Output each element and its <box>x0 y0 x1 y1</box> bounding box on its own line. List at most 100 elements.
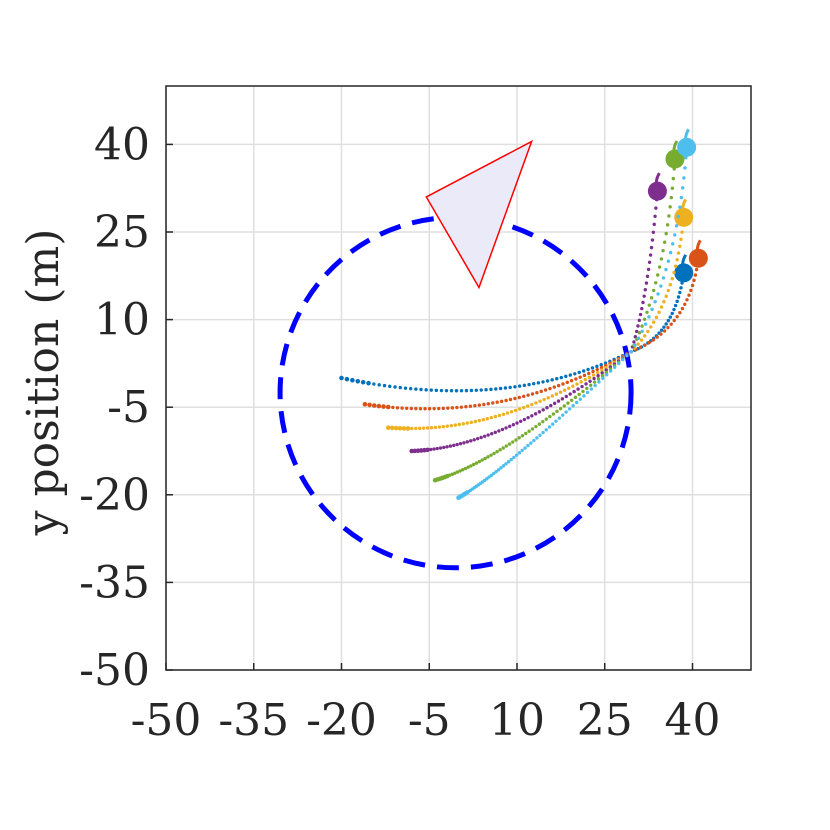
trajectory-point <box>568 392 572 396</box>
trajectory-point <box>639 338 644 342</box>
trajectory-point <box>588 379 592 383</box>
trajectory-point <box>532 438 536 443</box>
trajectory-point <box>640 324 644 328</box>
trajectory-point <box>678 244 682 248</box>
trajectory-point <box>524 431 528 436</box>
trajectory-point <box>651 230 656 234</box>
trajectory-point <box>538 399 542 403</box>
x-tick-label: 40 <box>665 695 721 746</box>
trajectory-point <box>541 408 545 412</box>
trajectory-point <box>572 389 576 394</box>
trajectory-point <box>569 378 574 383</box>
trajectory-point <box>591 373 596 377</box>
trajectory-point <box>571 404 575 408</box>
trajectory-point <box>659 284 663 288</box>
trajectory-point <box>469 439 473 443</box>
trajectory-point <box>659 257 664 261</box>
trajectory-point <box>671 176 676 181</box>
trajectory-point <box>683 166 687 170</box>
trajectory-point <box>461 422 465 426</box>
y-tick-label: -5 <box>107 382 150 433</box>
trajectory-point <box>465 421 469 425</box>
trajectory-point <box>633 343 637 347</box>
trajectory-point <box>592 376 596 381</box>
x-tick-label: 10 <box>489 695 545 746</box>
trajectory-point <box>574 400 579 405</box>
trajectory-point <box>600 368 604 372</box>
trajectory-point <box>558 390 563 394</box>
trajectory-point <box>636 342 640 346</box>
trajectory-point <box>676 295 681 299</box>
trajectory-point <box>517 451 522 455</box>
triangle-region <box>425 139 533 290</box>
trajectory-point <box>444 388 449 393</box>
trajectory-point <box>459 389 464 393</box>
trajectory-point <box>666 288 671 293</box>
trajectory-point <box>650 307 654 312</box>
trajectory-point <box>537 410 542 414</box>
y-tick-label: -20 <box>79 470 150 521</box>
trajectory-point <box>651 338 655 342</box>
trajectory-point <box>556 399 561 403</box>
trajectory-point <box>653 300 657 304</box>
trajectory-end-marker <box>674 207 694 227</box>
trajectory-point <box>582 394 586 398</box>
trajectory-point <box>493 430 497 435</box>
trajectory-point <box>544 428 548 432</box>
trajectory-point <box>462 441 466 445</box>
trajectory-point <box>683 302 687 306</box>
trajectory-point <box>597 380 601 384</box>
trajectory-point <box>625 353 629 358</box>
trajectory-point <box>564 374 568 379</box>
trajectory-point <box>517 407 522 411</box>
trajectory-point <box>573 395 578 400</box>
trajectory-point <box>640 306 644 311</box>
trajectory-point <box>401 426 407 431</box>
trajectory-point <box>355 378 361 384</box>
x-tick-label: -20 <box>306 695 377 746</box>
axes-frame <box>165 85 752 671</box>
trajectory-end-marker <box>677 137 697 157</box>
trajectory-point <box>655 335 659 339</box>
trajectory-point <box>514 453 519 457</box>
trajectory-point <box>679 237 683 241</box>
trajectory-point <box>449 423 454 428</box>
trajectory-point <box>650 238 655 242</box>
trajectory-point <box>583 377 587 382</box>
trajectory-point <box>479 388 483 392</box>
trajectory-point <box>362 401 368 407</box>
trajectory-point <box>648 253 653 257</box>
trajectory-point <box>673 303 678 308</box>
trajectory-point <box>577 392 581 397</box>
x-tick-label: 25 <box>577 695 633 746</box>
trajectory-3 <box>386 198 694 431</box>
trajectory-point <box>376 403 382 409</box>
trajectory-point <box>418 407 423 411</box>
trajectory-point <box>441 406 445 411</box>
trajectory-point <box>548 386 552 391</box>
trajectory-6 <box>456 128 697 501</box>
trajectory-point <box>668 205 672 209</box>
trajectory-point <box>670 311 674 316</box>
trajectory-point <box>507 442 512 446</box>
trajectory-point <box>474 388 479 392</box>
trajectory-point <box>588 383 593 387</box>
trajectory-point <box>512 455 516 460</box>
trajectory-point <box>389 425 395 431</box>
trajectory-point <box>388 384 392 389</box>
trajectory-point <box>432 406 436 411</box>
trajectory-point <box>522 394 526 399</box>
trajectory-point <box>580 384 584 389</box>
trajectory-point <box>509 457 513 462</box>
trajectory-point <box>596 377 601 381</box>
trajectory-point <box>477 403 482 407</box>
trajectory-point <box>549 403 553 408</box>
trajectory-point <box>657 265 662 269</box>
trajectory-point <box>551 412 556 416</box>
trajectory-point <box>473 403 477 408</box>
trajectory-point <box>441 424 446 429</box>
trajectory-end-marker <box>647 181 667 201</box>
y-axis-label: y position (m) <box>18 229 69 537</box>
trajectory-point <box>569 398 574 402</box>
trajectory-point <box>666 325 670 330</box>
